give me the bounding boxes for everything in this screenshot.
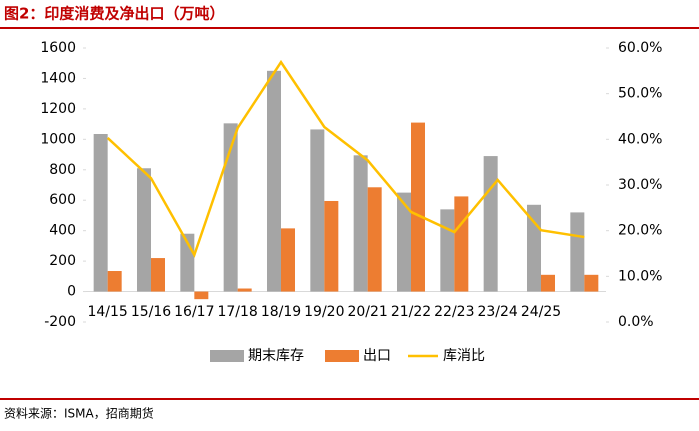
x-tick-label: 14/15 xyxy=(87,304,127,320)
bar xyxy=(324,200,339,292)
source: 资料来源：ISMA，招商期货 xyxy=(4,406,154,421)
legend-label: 出口 xyxy=(363,348,391,364)
y-tick-label: 1000 xyxy=(40,131,76,147)
bar xyxy=(223,123,238,292)
legend-swatch xyxy=(210,350,244,362)
x-tick-label: 23/24 xyxy=(477,304,517,320)
y-tick-label: 200 xyxy=(49,253,76,269)
y2-tick-label: 20.0% xyxy=(618,223,662,239)
x-tick-label: 24/25 xyxy=(521,304,561,320)
y-tick-label: 1200 xyxy=(40,101,76,117)
bar xyxy=(353,155,368,292)
x-tick-label: 19/20 xyxy=(304,304,344,320)
bar xyxy=(281,228,295,292)
bar xyxy=(483,156,498,292)
x-tick-label: 20/21 xyxy=(347,304,387,320)
bar xyxy=(397,192,411,292)
x-tick-label: 22/23 xyxy=(434,304,474,320)
y-tick-label: 800 xyxy=(49,162,76,178)
bar xyxy=(541,274,555,292)
x-tick-label: 21/22 xyxy=(391,304,431,320)
bar xyxy=(440,209,455,292)
x-tick-label: 16/17 xyxy=(174,304,214,320)
y-tick-label: 600 xyxy=(49,192,76,208)
bar xyxy=(411,122,425,292)
y-tick-label: 1600 xyxy=(40,40,76,56)
bar xyxy=(570,212,585,292)
line xyxy=(106,59,585,258)
legend-swatch xyxy=(325,350,359,362)
y2-tick-label: 60.0% xyxy=(618,40,662,56)
y2-tick-label: 30.0% xyxy=(618,177,662,193)
bar xyxy=(454,196,469,292)
x-tick-label: 18/19 xyxy=(261,304,301,320)
x-tick-label: 17/18 xyxy=(217,304,257,320)
y-tick-label: 0 xyxy=(67,284,76,300)
y2-tick-label: 50.0% xyxy=(618,86,662,102)
bar xyxy=(267,70,281,292)
legend-label: 期末库存 xyxy=(248,348,304,364)
bar xyxy=(237,288,252,292)
title: 图2：印度消费及净出口（万吨） xyxy=(4,5,224,23)
legend-label: 库消比 xyxy=(443,348,485,364)
bar xyxy=(93,134,108,292)
bar xyxy=(194,291,209,300)
y2-tick-label: 40.0% xyxy=(618,131,662,147)
y-tick-label: 400 xyxy=(49,223,76,239)
x-tick-label: 15/16 xyxy=(131,304,171,320)
bar xyxy=(137,168,151,292)
y2-tick-label: 10.0% xyxy=(618,268,662,284)
bar xyxy=(151,258,165,292)
y-tick-label: -200 xyxy=(44,314,76,330)
y-tick-label: 1400 xyxy=(40,70,76,86)
bar xyxy=(584,274,599,292)
bar xyxy=(367,187,382,292)
y2-tick-label: 0.0% xyxy=(618,314,654,330)
bar xyxy=(310,129,325,292)
bar xyxy=(107,271,122,292)
